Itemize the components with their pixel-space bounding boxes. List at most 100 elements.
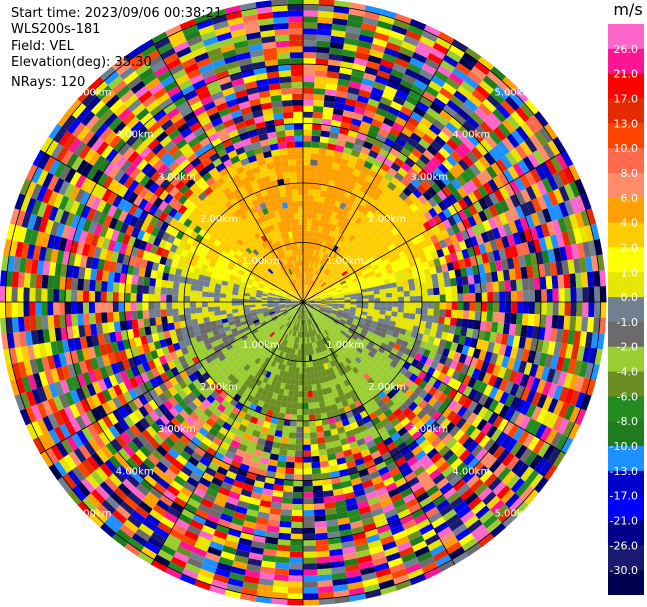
gate-cell (469, 293, 475, 302)
gate-cell (438, 280, 445, 288)
gate-cell (316, 172, 323, 179)
gate-cell (432, 281, 439, 289)
gate-cell (505, 302, 511, 313)
gate-cell (24, 273, 31, 288)
gate-cell (291, 522, 303, 528)
gate-cell (310, 426, 317, 432)
gate-cell (303, 100, 314, 106)
gate-cell (319, 449, 328, 456)
gate-cell (318, 443, 326, 450)
gate-cell (310, 432, 317, 439)
gate-cell (317, 29, 332, 36)
gate-cell (292, 516, 304, 522)
gate-cell (279, 449, 288, 456)
gate-cell (295, 457, 303, 463)
gate-cell (18, 272, 25, 287)
gate-cell (317, 160, 325, 167)
gate-cell (403, 313, 410, 319)
gate-cell (202, 286, 209, 292)
gate-cell (452, 302, 458, 310)
gate-cell (575, 316, 582, 331)
gate-cell (155, 279, 162, 287)
gate-cell (291, 534, 304, 540)
gate-cell (249, 299, 255, 302)
gate-cell (303, 171, 310, 177)
gate-cell (314, 190, 321, 197)
gate-cell (89, 302, 95, 313)
gate-cell (433, 309, 440, 316)
gate-cell (386, 293, 392, 298)
gate-cell (143, 285, 150, 294)
gate-cell (154, 302, 160, 310)
gate-cell (142, 294, 148, 302)
gate-cell (220, 306, 226, 311)
gate-cell (380, 293, 386, 298)
gate-cell (505, 291, 511, 302)
gate-cell (287, 593, 303, 599)
gate-cell (303, 587, 318, 593)
gate-cell (510, 313, 517, 325)
gate-cell (427, 288, 433, 295)
gate-cell (362, 299, 368, 302)
gate-cell (155, 310, 162, 318)
gate-cell (293, 480, 303, 486)
gate-cell (559, 288, 565, 302)
gate-cell (191, 319, 198, 326)
gate-cell (307, 225, 311, 231)
gate-cell (504, 280, 511, 291)
gate-cell (439, 309, 446, 317)
gate-cell (280, 443, 288, 450)
gate-cell (557, 315, 564, 329)
gate-cell (576, 287, 582, 302)
gate-cell (404, 291, 410, 297)
gate-cell (303, 480, 313, 486)
gate-cell (306, 361, 310, 367)
gate-cell (303, 94, 314, 100)
gate-cell (160, 287, 167, 295)
gate-cell (303, 207, 308, 213)
gate-cell (303, 165, 310, 171)
gate-cell (426, 282, 433, 289)
gate-cell (303, 439, 311, 445)
gate-cell (29, 288, 35, 302)
gate-cell (226, 298, 232, 302)
gate-cell (202, 297, 208, 302)
gate-cell (523, 290, 529, 302)
gate-cell (314, 408, 321, 415)
gate-cell (308, 397, 314, 403)
gate-cell (456, 277, 463, 286)
gate-cell (351, 299, 357, 302)
gate-cell (286, 456, 295, 463)
gate-cell (303, 492, 313, 498)
gate-cell (463, 285, 470, 294)
gate-cell (368, 302, 374, 306)
gate-cell (320, 190, 327, 197)
gate-cell (249, 302, 255, 305)
gate-cell (113, 292, 119, 302)
gate-cell (362, 295, 368, 299)
gate-cell (313, 100, 324, 107)
gate-cell (458, 294, 464, 302)
gate-cell (71, 278, 78, 291)
gate-cell (244, 296, 250, 299)
gate-cell (493, 302, 499, 312)
gate-cell (421, 308, 428, 315)
gate-cell (148, 294, 154, 302)
gate-cell (53, 276, 60, 289)
gate-cell (41, 302, 47, 316)
gate-cell (469, 311, 476, 320)
gate-cell (308, 207, 313, 213)
gate-cell (428, 295, 434, 302)
gate-cell (107, 292, 113, 302)
gate-cell (202, 312, 209, 318)
gate-cell (386, 302, 392, 307)
gate-cell (296, 367, 300, 373)
gate-cell (220, 298, 226, 302)
gate-cell (155, 287, 162, 295)
gate-cell (581, 272, 588, 287)
gate-cell (320, 461, 329, 468)
gate-cell (282, 497, 293, 504)
gate-cell (314, 82, 326, 89)
gate-cell (167, 281, 174, 289)
gate-cell (226, 302, 232, 306)
